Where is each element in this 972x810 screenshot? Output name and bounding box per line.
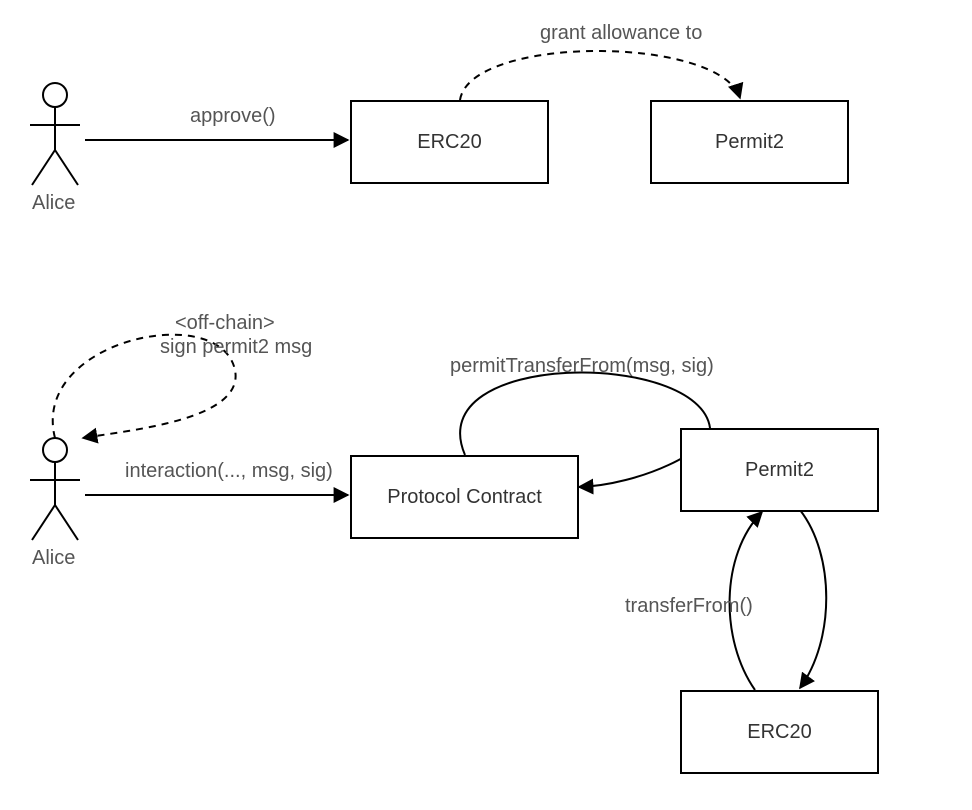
box-permit2-top: Permit2: [650, 100, 849, 184]
edge-label-grant-allowance: grant allowance to: [540, 22, 702, 45]
edge-label-approve: approve(): [190, 105, 276, 128]
actor-alice-bottom: [30, 438, 80, 540]
edge-label-interaction: interaction(..., msg, sig): [125, 460, 333, 483]
box-label: ERC20: [417, 131, 481, 154]
edge-label-offchain-line2: sign permit2 msg: [160, 336, 312, 359]
box-label: Permit2: [715, 131, 784, 154]
box-label: Permit2: [745, 459, 814, 482]
edge-label-offchain-line1: <off-chain>: [175, 312, 275, 335]
box-erc20-top: ERC20: [350, 100, 549, 184]
actor-label-alice-bottom: Alice: [32, 547, 75, 570]
edge-label-transfer-from: transferFrom(): [625, 595, 753, 618]
edge-label-permit-transfer-from: permitTransferFrom(msg, sig): [450, 355, 714, 378]
box-permit2-bottom: Permit2: [680, 428, 879, 512]
box-label: ERC20: [747, 721, 811, 744]
edge-transfer-from-return: [800, 510, 826, 688]
box-erc20-bottom: ERC20: [680, 690, 879, 774]
actor-label-alice-top: Alice: [32, 192, 75, 215]
actor-alice-top: [30, 83, 80, 185]
edge-grant-allowance: [460, 51, 740, 100]
diagram-canvas: Alice Alice ERC20 Permit2 Protocol Contr…: [0, 0, 972, 810]
box-protocol-contract: Protocol Contract: [350, 455, 579, 539]
box-label: Protocol Contract: [387, 486, 542, 509]
